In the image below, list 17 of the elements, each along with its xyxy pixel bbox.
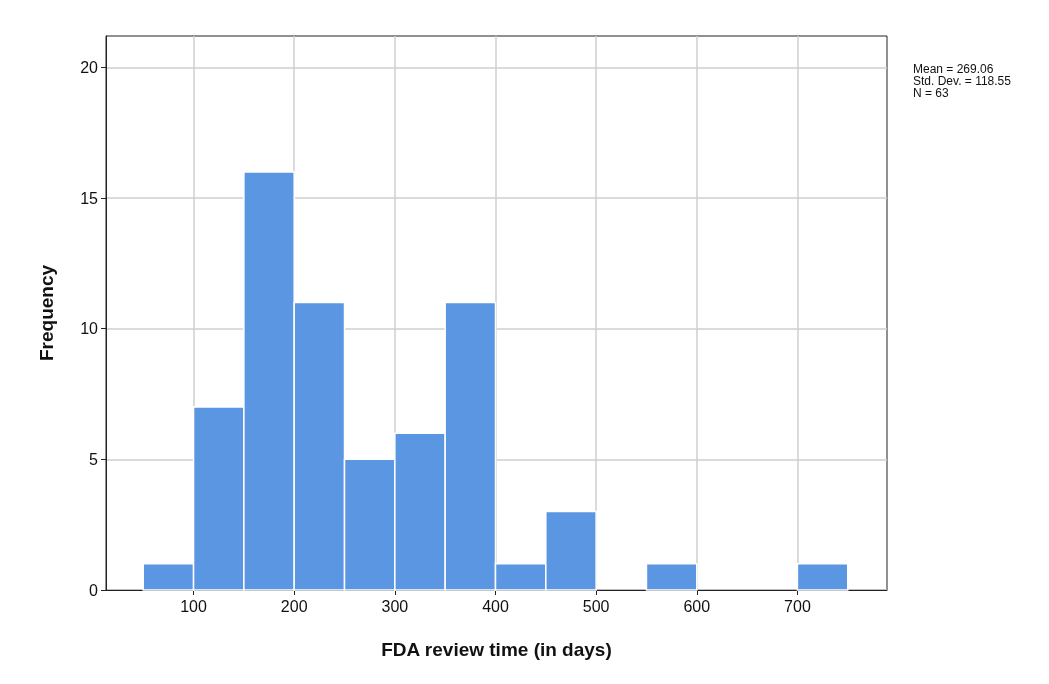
text: Mean = 269.06 <box>913 62 994 76</box>
x-tick-label: 100 <box>180 597 208 615</box>
text: Std. Dev. = 118.55 <box>913 74 1012 88</box>
y-tick-label: 15 <box>80 189 99 207</box>
y-tick-label: 0 <box>89 581 99 599</box>
y-tick-label: 10 <box>80 320 99 338</box>
x-tick-label: 400 <box>482 597 509 615</box>
y-tick-label: 5 <box>89 450 99 468</box>
x-tick-label: 200 <box>280 597 308 615</box>
x-tick-label: 500 <box>582 597 610 615</box>
text: N = 63 <box>913 86 950 100</box>
x-tick-label: 300 <box>381 597 409 615</box>
x-tick-label: 600 <box>683 597 711 615</box>
x-tick-label: 700 <box>784 597 811 615</box>
y-axis-title: Frequency <box>36 264 57 362</box>
x-axis-title: FDA review time (in days) <box>381 639 612 660</box>
y-tick-label: 20 <box>80 58 99 76</box>
